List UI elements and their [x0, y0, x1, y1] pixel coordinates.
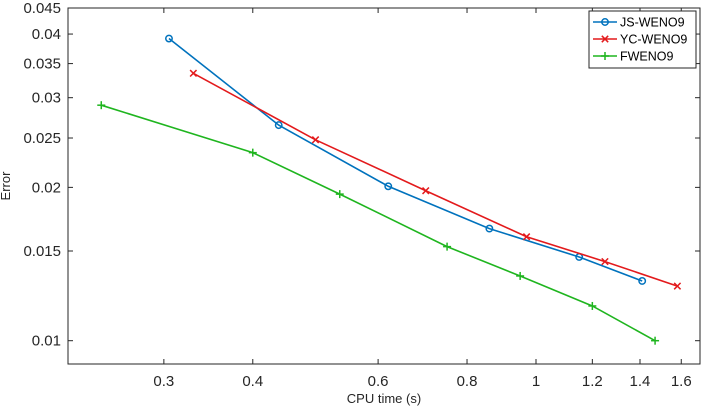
series-line-yc-weno9	[192, 72, 678, 287]
y-axis-title: Error	[0, 171, 13, 201]
data-point-js-weno9	[638, 277, 647, 285]
y-tick-label: 0.025	[23, 130, 61, 147]
data-point-fweno9	[335, 190, 344, 199]
x-tick-label: 0.4	[242, 373, 263, 390]
data-point-fweno9	[651, 336, 660, 345]
data-point-yc-weno9	[601, 257, 609, 266]
data-point-yc-weno9	[189, 69, 198, 78]
data-point-fweno9	[248, 148, 257, 157]
x-tick-label: 0.8	[457, 373, 478, 390]
x-tick-label: 0.3	[153, 373, 174, 390]
data-point-fweno9	[516, 271, 525, 280]
x-tick-label: 1.6	[671, 373, 692, 390]
x-tick-label: 1.4	[630, 373, 651, 390]
y-tick-label: 0.015	[23, 243, 61, 260]
data-point-js-weno9	[165, 34, 173, 43]
legend: JS-WENO9 YC-WENO9 FWENO9	[588, 10, 697, 69]
series-layer	[97, 34, 682, 345]
data-point-yc-weno9	[311, 136, 320, 144]
y-tick-label: 0.04	[32, 26, 61, 43]
legend-label: JS-WENO9	[620, 16, 685, 30]
series-yc-weno9	[189, 69, 682, 290]
data-point-js-weno9	[384, 182, 393, 191]
legend-marker	[601, 52, 609, 60]
data-point-yc-weno9	[522, 233, 531, 241]
legend-label: YC-WENO9	[620, 33, 687, 47]
data-point-fweno9	[443, 242, 452, 251]
legend-entry-yc-weno9: YC-WENO9	[593, 33, 687, 47]
data-point-yc-weno9	[422, 186, 430, 195]
legend-marker	[601, 35, 609, 43]
y-tick-label: 0.045	[23, 0, 61, 17]
data-point-fweno9	[97, 101, 106, 110]
y-tick-label: 0.03	[32, 90, 61, 107]
y-tick-label: 0.02	[32, 179, 61, 196]
axis-ticks: 0.3 0.4 0.6 0.8 1 1.2 1.4 1.6 0.01 0.015 0.02 0.025…	[23, 0, 700, 390]
data-point-js-weno9	[274, 121, 283, 130]
data-point-yc-weno9	[673, 282, 682, 290]
legend-entry-js-weno9: JS-WENO9	[593, 16, 685, 30]
data-point-fweno9	[588, 301, 597, 310]
x-axis-title: CPU time (s)	[347, 391, 421, 406]
legend-entry-fweno9: FWENO9	[593, 50, 674, 64]
y-tick-label: 0.035	[23, 56, 61, 73]
x-tick-label: 1	[532, 373, 540, 390]
y-tick-label: 0.01	[32, 333, 61, 350]
legend-label: FWENO9	[620, 50, 674, 64]
legend-marker	[601, 18, 609, 26]
data-point-js-weno9	[485, 224, 494, 233]
x-tick-label: 0.6	[368, 373, 389, 390]
x-tick-label: 1.2	[582, 373, 603, 390]
series-fweno9	[97, 101, 660, 345]
